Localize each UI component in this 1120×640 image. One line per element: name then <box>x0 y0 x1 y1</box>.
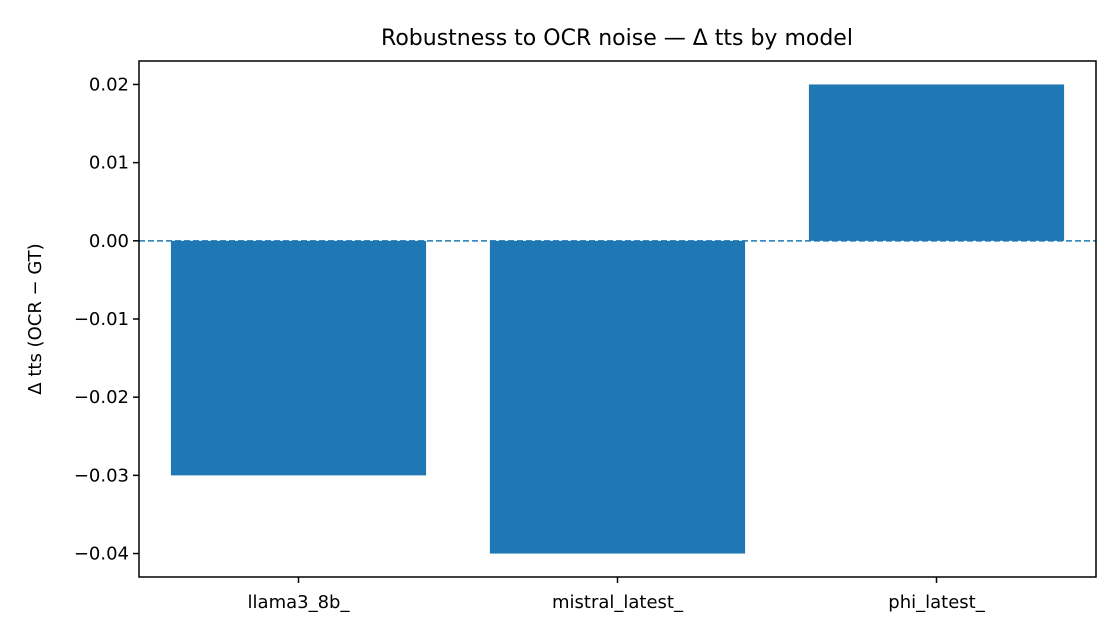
bars-group <box>170 84 1065 554</box>
chart-title: Robustness to OCR noise — Δ tts by model <box>381 26 853 51</box>
x-axis: llama3_8b_ mistral_latest_ phi_latest_ <box>248 577 986 613</box>
y-tick-label: −0.01 <box>74 309 129 330</box>
x-tick-label: llama3_8b_ <box>248 592 351 613</box>
y-axis-label: Δ tts (OCR − GT) <box>25 243 46 394</box>
y-tick-label: 0.01 <box>89 153 129 174</box>
x-tick-label: mistral_latest_ <box>552 592 684 613</box>
y-tick-label: −0.04 <box>74 544 129 565</box>
x-tick-label: phi_latest_ <box>888 592 985 613</box>
plot-frame <box>138 60 1097 578</box>
bar-llama3-8b <box>170 240 427 476</box>
bar-phi-latest <box>808 84 1065 241</box>
y-tick-label: 0.00 <box>89 231 129 252</box>
y-tick-label: −0.02 <box>74 387 129 408</box>
y-axis: 0.02 0.01 0.00 −0.01 −0.02 −0.03 −0.04 <box>74 74 139 565</box>
bar-mistral-latest <box>489 240 746 554</box>
y-tick-label: −0.03 <box>74 465 129 486</box>
y-tick-label: 0.02 <box>89 74 129 95</box>
